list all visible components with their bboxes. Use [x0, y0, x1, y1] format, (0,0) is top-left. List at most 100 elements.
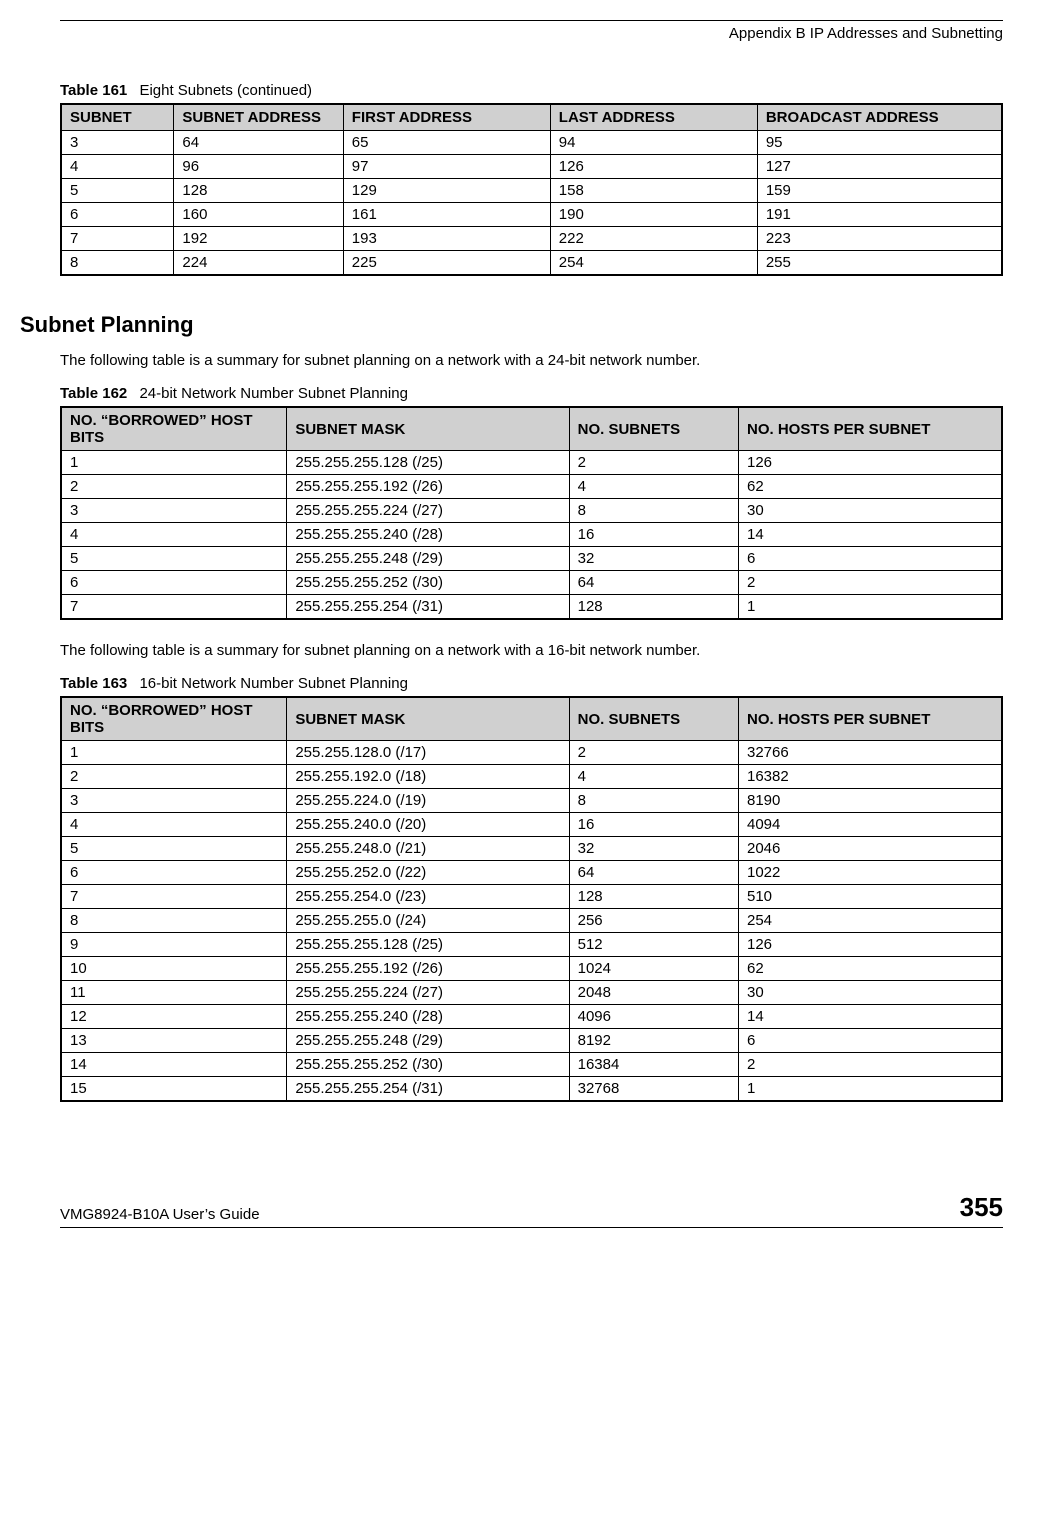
table-cell: 6 [739, 547, 1003, 571]
table-cell: 14 [739, 1005, 1003, 1029]
table-cell: 7 [61, 227, 174, 251]
table-cell: 4 [569, 475, 738, 499]
footer-guide: VMG8924-B10A User’s Guide [60, 1206, 260, 1223]
table-cell: 5 [61, 547, 287, 571]
table161-label: Table 161 [60, 82, 127, 99]
table-row: 6255.255.255.252 (/30)642 [61, 571, 1002, 595]
table-cell: 64 [569, 861, 738, 885]
table163-col-3: NO. HOSTS PER SUBNET [739, 697, 1003, 741]
table-cell: 9 [61, 933, 287, 957]
table-row: 5255.255.248.0 (/21)322046 [61, 837, 1002, 861]
table-cell: 255.255.255.254 (/31) [287, 595, 569, 620]
table-cell: 223 [757, 227, 1002, 251]
table-cell: 128 [569, 885, 738, 909]
table-cell: 193 [343, 227, 550, 251]
table-cell: 255.255.255.252 (/30) [287, 571, 569, 595]
table-cell: 11 [61, 981, 287, 1005]
table-cell: 64 [174, 131, 343, 155]
table-cell: 32 [569, 837, 738, 861]
table-row: 1255.255.255.128 (/25)2126 [61, 451, 1002, 475]
table-cell: 255.255.255.192 (/26) [287, 475, 569, 499]
table-row: 12255.255.255.240 (/28)409614 [61, 1005, 1002, 1029]
table163-title: 16-bit Network Number Subnet Planning [139, 675, 407, 692]
table-cell: 8190 [739, 789, 1003, 813]
table-row: 7192193222223 [61, 227, 1002, 251]
table163-body: 1255.255.128.0 (/17)2327662255.255.192.0… [61, 741, 1002, 1102]
table-cell: 8 [61, 909, 287, 933]
table-row: 49697126127 [61, 155, 1002, 179]
table-cell: 160 [174, 203, 343, 227]
table-cell: 128 [174, 179, 343, 203]
table-row: 10255.255.255.192 (/26)102462 [61, 957, 1002, 981]
section-heading: Subnet Planning [20, 312, 1003, 338]
table-row: 15255.255.255.254 (/31)327681 [61, 1077, 1002, 1102]
table-row: 14255.255.255.252 (/30)163842 [61, 1053, 1002, 1077]
table-cell: 65 [343, 131, 550, 155]
table-cell: 161 [343, 203, 550, 227]
table-cell: 255.255.255.224 (/27) [287, 499, 569, 523]
table161-body: 3646594954969712612751281291581596160161… [61, 131, 1002, 276]
table-cell: 96 [174, 155, 343, 179]
table-row: 364659495 [61, 131, 1002, 155]
table-cell: 255.255.240.0 (/20) [287, 813, 569, 837]
table162-col-3: NO. HOSTS PER SUBNET [739, 407, 1003, 451]
table-cell: 255.255.255.128 (/25) [287, 451, 569, 475]
table-cell: 255.255.255.240 (/28) [287, 523, 569, 547]
table-cell: 6 [61, 861, 287, 885]
table-cell: 4096 [569, 1005, 738, 1029]
table-cell: 159 [757, 179, 1002, 203]
table-cell: 62 [739, 475, 1003, 499]
table-cell: 13 [61, 1029, 287, 1053]
table-cell: 12 [61, 1005, 287, 1029]
table-cell: 95 [757, 131, 1002, 155]
table-cell: 255.255.255.254 (/31) [287, 1077, 569, 1102]
table-cell: 4094 [739, 813, 1003, 837]
table-cell: 4 [61, 155, 174, 179]
table-cell: 6 [61, 203, 174, 227]
table-cell: 16384 [569, 1053, 738, 1077]
table-row: 1255.255.128.0 (/17)232766 [61, 741, 1002, 765]
table-cell: 62 [739, 957, 1003, 981]
table-row: 6160161190191 [61, 203, 1002, 227]
table-cell: 2 [739, 571, 1003, 595]
table-cell: 255.255.248.0 (/21) [287, 837, 569, 861]
table-cell: 192 [174, 227, 343, 251]
table-row: 3255.255.255.224 (/27)830 [61, 499, 1002, 523]
table161-col-4: BROADCAST ADDRESS [757, 104, 1002, 131]
table161-col-0: SUBNET [61, 104, 174, 131]
table-cell: 1024 [569, 957, 738, 981]
table161-col-3: LAST ADDRESS [550, 104, 757, 131]
table-cell: 255.255.255.192 (/26) [287, 957, 569, 981]
table161: SUBNET SUBNET ADDRESS FIRST ADDRESS LAST… [60, 103, 1003, 276]
footer-page-number: 355 [960, 1192, 1003, 1223]
table-cell: 64 [569, 571, 738, 595]
table162-body: 1255.255.255.128 (/25)21262255.255.255.1… [61, 451, 1002, 620]
table-cell: 8192 [569, 1029, 738, 1053]
header-title: Appendix B IP Addresses and Subnetting [729, 25, 1003, 42]
table-cell: 255.255.255.252 (/30) [287, 1053, 569, 1077]
table-cell: 4 [61, 813, 287, 837]
table-cell: 2048 [569, 981, 738, 1005]
table-row: 4255.255.255.240 (/28)1614 [61, 523, 1002, 547]
table162-label: Table 162 [60, 385, 127, 402]
table-cell: 254 [550, 251, 757, 276]
table-cell: 2 [569, 451, 738, 475]
table-cell: 32768 [569, 1077, 738, 1102]
table-cell: 8 [61, 251, 174, 276]
table163-label: Table 163 [60, 675, 127, 692]
table-cell: 8 [569, 789, 738, 813]
table-cell: 16 [569, 523, 738, 547]
table162-caption: Table 162 24-bit Network Number Subnet P… [60, 385, 1003, 402]
table-cell: 510 [739, 885, 1003, 909]
table-cell: 32 [569, 547, 738, 571]
table-cell: 191 [757, 203, 1002, 227]
paragraph-1: The following table is a summary for sub… [60, 352, 1003, 369]
table-cell: 2 [61, 475, 287, 499]
table-cell: 8 [569, 499, 738, 523]
table-cell: 256 [569, 909, 738, 933]
table-row: 3255.255.224.0 (/19)88190 [61, 789, 1002, 813]
table-cell: 2 [739, 1053, 1003, 1077]
table161-col-2: FIRST ADDRESS [343, 104, 550, 131]
table-cell: 158 [550, 179, 757, 203]
table-cell: 255.255.128.0 (/17) [287, 741, 569, 765]
